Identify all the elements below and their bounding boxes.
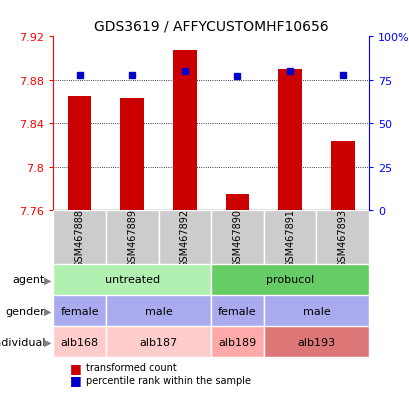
Text: alb168: alb168 xyxy=(61,337,99,347)
Text: alb187: alb187 xyxy=(139,337,177,347)
Bar xyxy=(316,211,368,264)
Text: individual: individual xyxy=(0,337,45,347)
Text: ▶: ▶ xyxy=(44,275,51,285)
Text: GSM467889: GSM467889 xyxy=(127,208,137,267)
Bar xyxy=(173,51,196,211)
Bar xyxy=(53,264,211,295)
Text: female: female xyxy=(60,306,99,316)
Bar xyxy=(106,326,211,357)
Text: untreated: untreated xyxy=(104,275,160,285)
Bar xyxy=(106,211,158,264)
Bar xyxy=(263,211,316,264)
Text: agent: agent xyxy=(13,275,45,285)
Text: ■: ■ xyxy=(70,361,81,374)
Text: percentile rank within the sample: percentile rank within the sample xyxy=(86,375,250,385)
Bar xyxy=(53,326,106,357)
Title: GDS3619 / AFFYCUSTOMHF10656: GDS3619 / AFFYCUSTOMHF10656 xyxy=(94,19,328,33)
Text: transformed count: transformed count xyxy=(86,363,176,373)
Bar xyxy=(211,326,263,357)
Text: gender: gender xyxy=(5,306,45,316)
Bar xyxy=(225,195,249,211)
Text: ▶: ▶ xyxy=(44,306,51,316)
Text: GSM467890: GSM467890 xyxy=(232,208,242,267)
Text: GSM467888: GSM467888 xyxy=(74,208,84,267)
Bar xyxy=(330,141,354,211)
Bar xyxy=(120,99,144,211)
Bar xyxy=(211,295,263,326)
Text: alb193: alb193 xyxy=(297,337,335,347)
Text: male: male xyxy=(302,306,330,316)
Bar xyxy=(106,295,211,326)
Text: alb189: alb189 xyxy=(218,337,256,347)
Bar xyxy=(211,264,368,295)
Bar xyxy=(278,70,301,211)
Bar xyxy=(53,295,106,326)
Bar xyxy=(211,211,263,264)
Text: ▶: ▶ xyxy=(44,337,51,347)
Text: GSM467893: GSM467893 xyxy=(337,208,347,267)
Text: male: male xyxy=(144,306,172,316)
Bar xyxy=(53,211,106,264)
Bar xyxy=(263,326,368,357)
Bar xyxy=(263,295,368,326)
Bar xyxy=(158,211,211,264)
Text: GSM467891: GSM467891 xyxy=(284,208,294,267)
Text: female: female xyxy=(218,306,256,316)
Text: probucol: probucol xyxy=(265,275,313,285)
Text: GSM467892: GSM467892 xyxy=(180,208,189,267)
Text: ■: ■ xyxy=(70,373,81,387)
Bar xyxy=(67,97,91,211)
